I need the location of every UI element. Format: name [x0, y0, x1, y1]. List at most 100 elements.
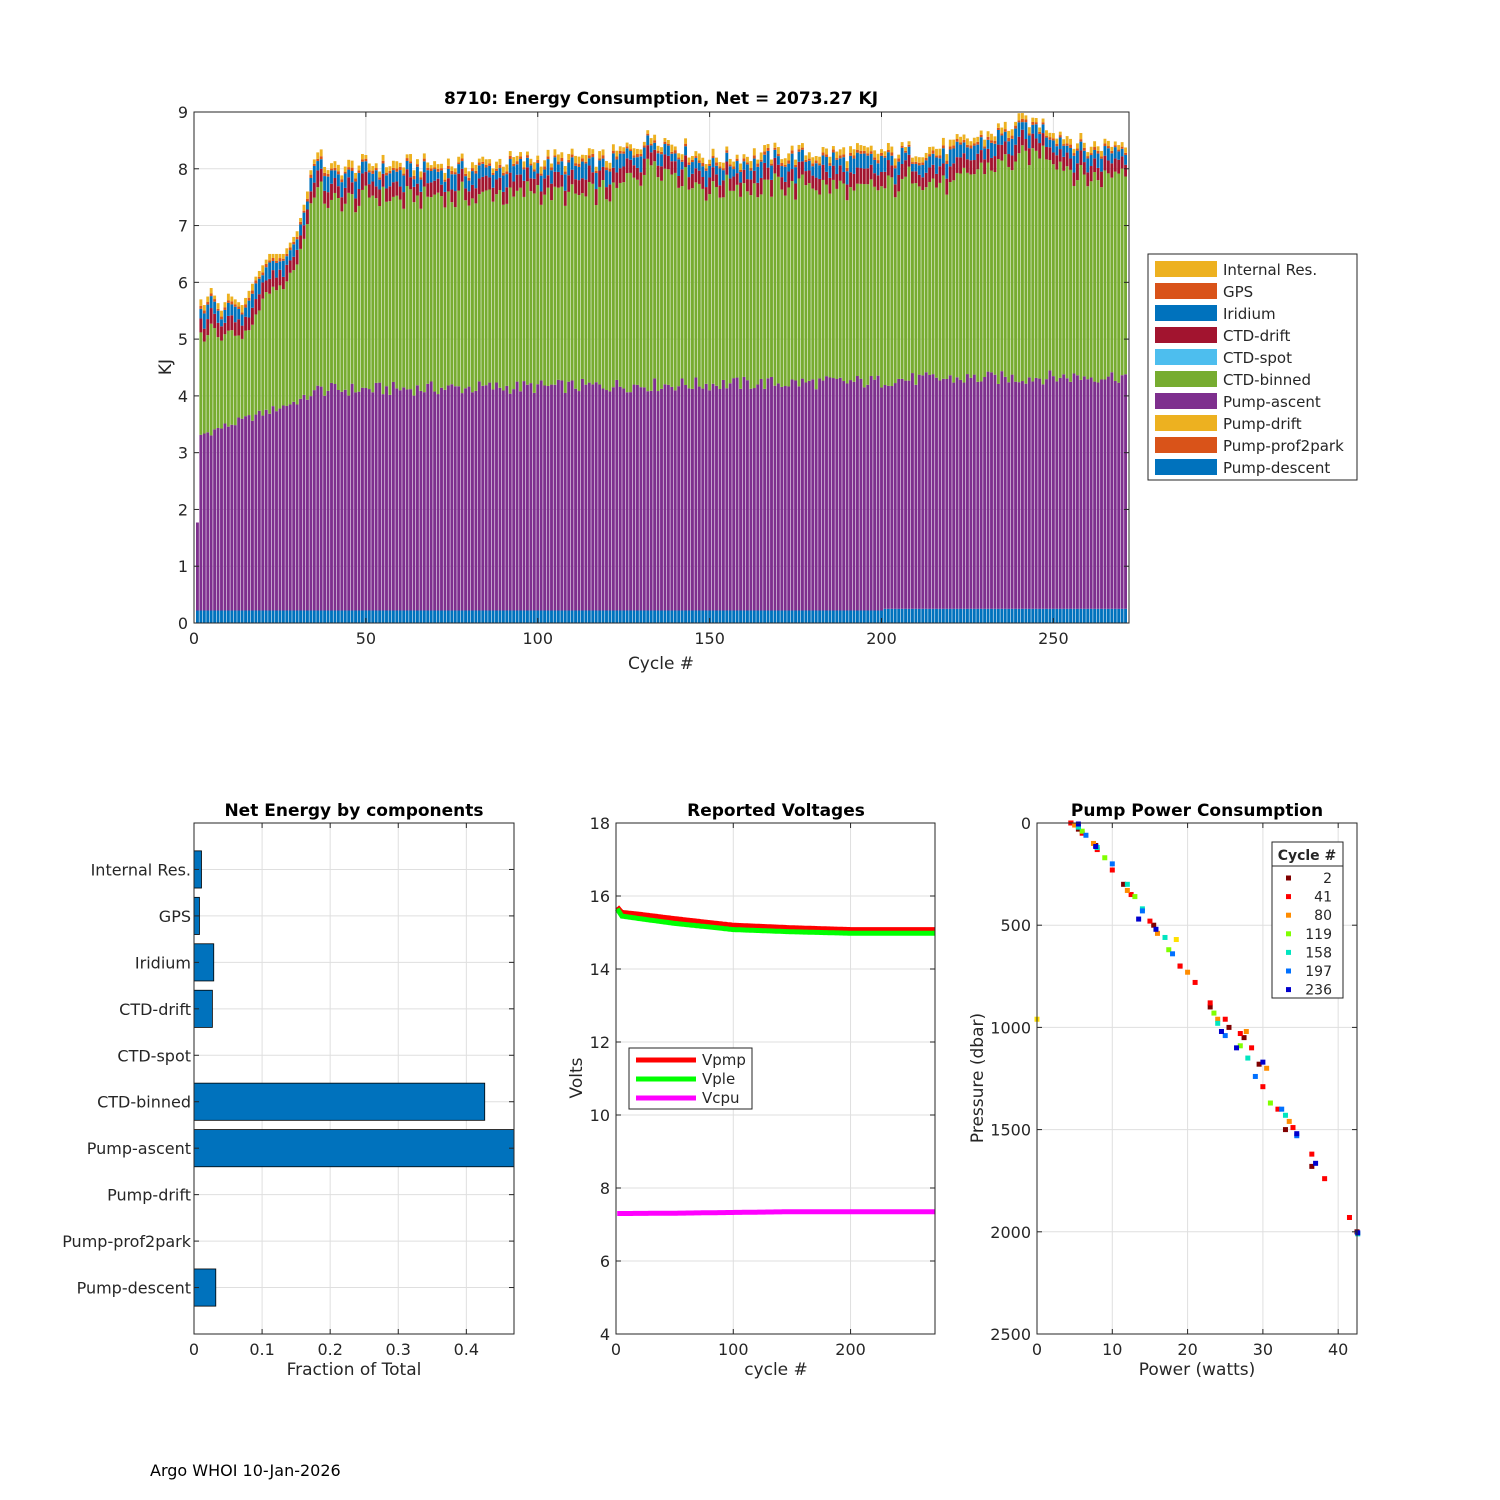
bar-segment-ctd-drift: [302, 225, 306, 239]
bar-segment-pump-ascent: [1093, 381, 1097, 609]
bar-segment-pump-ascent: [1124, 374, 1128, 609]
hbar-category-label: GPS: [159, 907, 191, 926]
bar-segment-internal-res-: [1020, 113, 1024, 119]
bar-segment-pump-ascent: [797, 386, 801, 611]
pump-y-axis-label: Pressure (dbar): [968, 1013, 988, 1143]
bar-segment-iridium: [446, 168, 450, 179]
bar-segment-iridium: [873, 159, 877, 174]
pump-y-tick-label: 1500: [990, 1121, 1031, 1140]
bar-segment-iridium: [804, 161, 808, 172]
bar-segment-pump-descent: [1020, 608, 1024, 623]
bar-segment-gps: [787, 160, 791, 164]
bar-segment-internal-res-: [491, 168, 495, 173]
bar-segment-pump-descent: [666, 610, 670, 623]
pump-point-cycle-80: [1072, 822, 1078, 828]
bar-segment-pump-descent: [474, 610, 478, 623]
bar-segment-pump-ascent: [213, 429, 217, 611]
bar-segment-gps: [959, 142, 963, 145]
bar-segment-pump-ascent: [897, 378, 901, 609]
bar-segment-ctd-binned: [285, 281, 289, 406]
pump-point-cycle-2: [1226, 1024, 1232, 1030]
bar-segment-pump-descent: [539, 610, 543, 623]
bar-segment-internal-res-: [505, 164, 509, 172]
bar-segment-pump-ascent: [567, 381, 571, 611]
bar-segment-ctd-drift: [285, 264, 289, 282]
bar-segment-internal-res-: [763, 145, 767, 152]
bar-segment-ctd-drift: [931, 164, 935, 179]
bar-segment-iridium: [866, 155, 870, 169]
bar-segment-gps: [343, 171, 347, 174]
bar-segment-pump-descent: [608, 610, 612, 623]
bar-segment-pump-descent: [904, 608, 908, 623]
bar-segment-gps: [1003, 129, 1007, 132]
bar-segment-ctd-binned: [629, 172, 633, 393]
bar-segment-ctd-binned: [983, 174, 987, 377]
bar-segment-gps: [728, 164, 732, 167]
pump-point-cycle-236: [1218, 1028, 1224, 1034]
bar-segment-pump-ascent: [350, 383, 354, 611]
bar-segment-ctd-drift: [275, 277, 278, 291]
bar-segment-iridium: [855, 152, 859, 168]
bar-segment-pump-descent: [1079, 608, 1083, 623]
bar-segment-pump-ascent: [670, 386, 674, 611]
bar-segment-ctd-binned: [371, 195, 375, 393]
bar-segment-pump-ascent: [704, 383, 708, 611]
pump-legend-label: 80: [1314, 908, 1332, 924]
bar-segment-pump-ascent: [275, 411, 278, 611]
bar-segment-ctd-binned: [952, 180, 956, 383]
bar-segment-iridium: [1051, 140, 1055, 153]
bar-segment-iridium: [302, 212, 306, 226]
bar-segment-gps: [264, 263, 268, 268]
bar-segment-pump-ascent: [972, 374, 976, 609]
bar-segment-gps: [261, 272, 265, 276]
bar-segment-ctd-binned: [508, 187, 512, 394]
bar-segment-iridium: [704, 170, 708, 188]
bar-segment-pump-ascent: [1079, 379, 1083, 609]
bar-segment-ctd-drift: [1048, 147, 1052, 161]
pump-point-cycle-41: [1177, 963, 1183, 969]
bar-segment-ctd-drift: [340, 197, 344, 212]
bar-segment-gps: [257, 276, 261, 279]
bar-segment-pump-descent: [873, 610, 877, 623]
volt-legend-label: Vcpu: [702, 1089, 740, 1107]
bar-segment-gps: [1082, 147, 1086, 151]
bar-segment-ctd-binned: [632, 177, 636, 385]
bar-segment-iridium: [831, 152, 835, 166]
bar-segment-pump-ascent: [360, 387, 364, 611]
bar-segment-ctd-drift: [880, 171, 883, 187]
bar-segment-iridium: [615, 159, 619, 173]
bar-segment-ctd-binned: [598, 186, 602, 385]
bar-segment-pump-ascent: [708, 390, 712, 611]
bar-segment-iridium: [539, 175, 543, 192]
bar-segment-ctd-binned: [433, 194, 437, 392]
bar-segment-iridium: [250, 293, 254, 308]
bar-segment-iridium: [1024, 122, 1028, 140]
main-y-tick-label: 2: [178, 500, 188, 519]
bar-segment-internal-res-: [838, 149, 842, 156]
bar-segment-pump-ascent: [532, 392, 536, 611]
bar-segment-internal-res-: [622, 147, 626, 152]
bar-segment-internal-res-: [264, 259, 268, 264]
volt-x-tick-label: 200: [835, 1340, 866, 1359]
bar-segment-pump-ascent: [914, 384, 918, 609]
bar-segment-internal-res-: [1106, 140, 1110, 147]
bar-segment-pump-ascent: [326, 390, 330, 611]
bar-segment-gps: [756, 163, 760, 167]
bar-segment-ctd-drift: [629, 159, 633, 173]
bar-segment-gps: [773, 147, 777, 150]
bar-segment-pump-ascent: [453, 386, 457, 611]
bar-segment-internal-res-: [388, 166, 392, 171]
bar-segment-iridium: [622, 153, 626, 167]
voltage-line-vpmp: [615, 905, 935, 933]
bar-segment-ctd-binned: [770, 196, 773, 377]
bar-segment-ctd-binned: [381, 186, 385, 395]
bar-segment-iridium: [340, 182, 344, 198]
bar-segment-ctd-drift: [336, 186, 340, 198]
bar-segment-pump-descent: [855, 610, 859, 623]
bar-segment-internal-res-: [292, 236, 296, 242]
bar-segment-gps: [663, 141, 667, 144]
bar-segment-pump-descent: [965, 608, 969, 623]
bar-segment-iridium: [233, 306, 237, 323]
bar-segment-iridium: [783, 166, 787, 182]
bar-segment-iridium: [268, 262, 272, 279]
